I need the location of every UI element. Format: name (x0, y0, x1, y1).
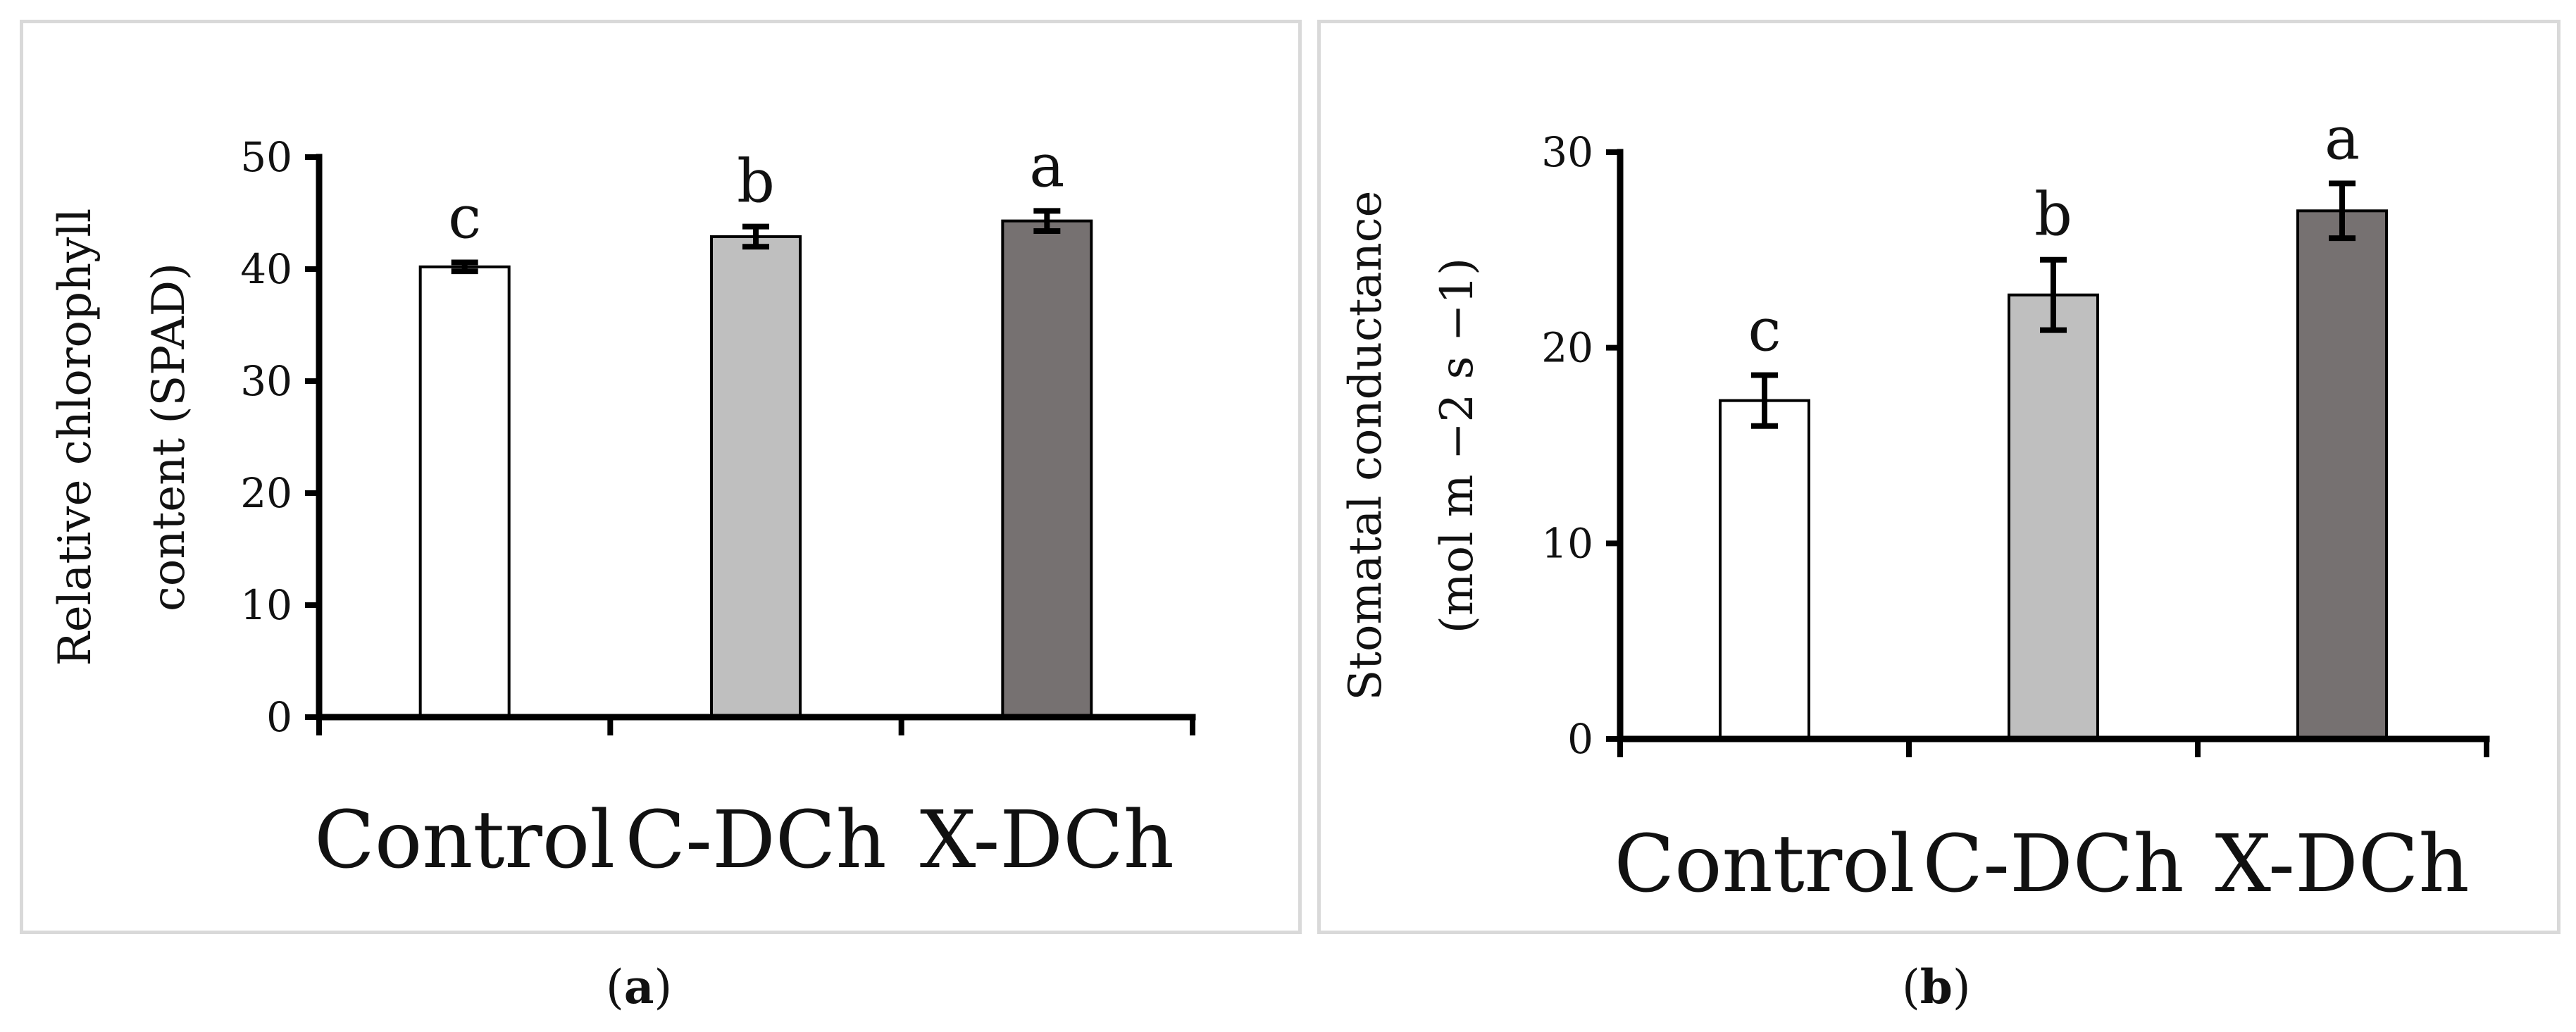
chart-b-category-label-c-dch: C-DCh (1922, 819, 2184, 910)
chart-b-bar-c-dch (2008, 293, 2099, 740)
caption-b: (b) (1902, 959, 1971, 1014)
caption-a-letter: a (623, 959, 654, 1014)
chart-b-error-bar-control (1751, 372, 1778, 429)
chart-a-category-label-control: Control (314, 795, 615, 886)
chart-a-bar-c-dch (710, 235, 802, 719)
chart-a-significance-c-dch: b (737, 147, 775, 216)
chart-b-significance-c-dch: b (2034, 180, 2072, 249)
chart-b-y-tick-label: 0 (1567, 715, 1593, 763)
chart-a-y-tick-label: 30 (240, 357, 292, 405)
chart-a-significance-control: c (448, 182, 481, 251)
chart-a-y-tick-label: 40 (240, 245, 292, 293)
chart-a-category-label-c-dch: C-DCh (625, 795, 886, 886)
chart-a-y-axis-label-line-1: Relative chlorophyll (49, 209, 101, 666)
chart-a-bar-control (418, 265, 511, 719)
chart-b-significance-x-dch: a (2325, 104, 2360, 173)
chart-a-svg: c Control b C-DCh a X-DCh 0 10 20 30 40 50 Relative … (49, 131, 1196, 886)
chart-a-category-label-x-dch: X-DCh (920, 795, 1174, 886)
chart-b-error-bar-x-dch (2329, 180, 2356, 242)
chart-b-y-axis-label-line-1: Stomatal conductance (1340, 190, 1392, 700)
chart-a-significance-x-dch: a (1029, 131, 1064, 200)
chart-b-y-tick-label: 10 (1541, 519, 1593, 567)
chart-b-category-label-x-dch: X-DCh (2215, 819, 2469, 910)
chart-b-error-bar-c-dch (2040, 256, 2067, 333)
chart-a-y-tick-label: 10 (240, 581, 292, 629)
chart-b-bar-control (1719, 399, 1810, 740)
chart-a-error-bar-x-dch (1033, 208, 1061, 234)
chart-b-bar-x-dch (2296, 209, 2388, 740)
caption-b-letter: b (1919, 959, 1953, 1014)
chart-panel-a: c Control b C-DCh a X-DCh 0 10 20 30 40 50 Relative … (20, 20, 1302, 934)
caption-a: (a) (606, 959, 673, 1014)
chart-a-y-tick-label: 20 (240, 469, 292, 517)
chart-a-error-bar-control (451, 259, 478, 275)
chart-a-y-tick-label: 0 (266, 693, 292, 741)
chart-a-y-tick-label: 50 (240, 133, 292, 181)
chart-b-significance-control: c (1748, 296, 1781, 365)
chart-b-y-tick-label: 20 (1541, 324, 1593, 372)
chart-b-category-label-control: Control (1614, 819, 1915, 910)
chart-b-y-axis-label-line-2: (mol m −2 s −1) (1431, 258, 1483, 633)
chart-a-y-axis-label-line-2: content (SPAD) (143, 263, 195, 611)
chart-b-svg: c Control b C-DCh a X-DCh 0 10 20 30 Stomatal cond… (1340, 104, 2490, 910)
chart-a-error-bar-c-dch (742, 223, 769, 250)
chart-panel-b: c Control b C-DCh a X-DCh 0 10 20 30 Stomatal cond… (1317, 20, 2561, 934)
chart-b-y-tick-label: 30 (1541, 128, 1593, 176)
chart-a-bar-x-dch (1001, 219, 1093, 719)
